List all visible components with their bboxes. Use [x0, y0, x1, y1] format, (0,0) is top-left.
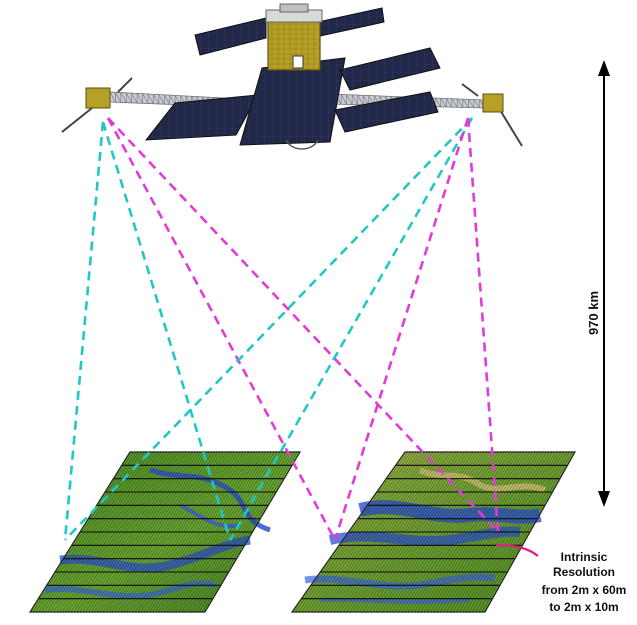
beam-cyan-left-far: [101, 121, 232, 541]
resolution-line-4: to 2m x 10m: [549, 600, 618, 614]
resolution-line-2: Resolution: [553, 565, 615, 579]
altitude-arrow: 970 km: [586, 60, 610, 507]
radar-beams: [63, 117, 500, 541]
beam-magenta-right-near: [333, 117, 470, 541]
solar-panel-center: [239, 57, 346, 146]
ground-swath-left: [28, 451, 302, 613]
altitude-label: 970 km: [586, 291, 601, 335]
solar-panel-right-top: [339, 47, 441, 91]
beam-cyan-left-near: [63, 121, 105, 541]
beam-cyan-right-near: [64, 117, 473, 541]
beam-magenta-left-near: [106, 117, 337, 541]
left-antenna-box: [85, 87, 111, 109]
solar-panel-top-right: [317, 7, 385, 37]
resolution-callout: Intrinsic Resolution from 2m x 60m to 2m…: [495, 543, 627, 614]
arrow-head-down-icon: [598, 491, 610, 507]
right-antenna-box: [482, 93, 504, 113]
beam-magenta-right-far: [466, 117, 500, 533]
ground-swath-right: [290, 451, 577, 613]
beam-cyan-right-far: [228, 117, 474, 541]
beam-magenta-left-far: [107, 117, 499, 533]
satellite-icon: [61, 3, 523, 150]
solar-panel-right-bottom: [334, 91, 439, 133]
solar-panel-top-left: [194, 17, 267, 56]
resolution-line-3: from 2m x 60m: [542, 583, 627, 597]
arrow-head-up-icon: [598, 60, 610, 76]
resolution-line-1: Intrinsic: [561, 550, 608, 564]
